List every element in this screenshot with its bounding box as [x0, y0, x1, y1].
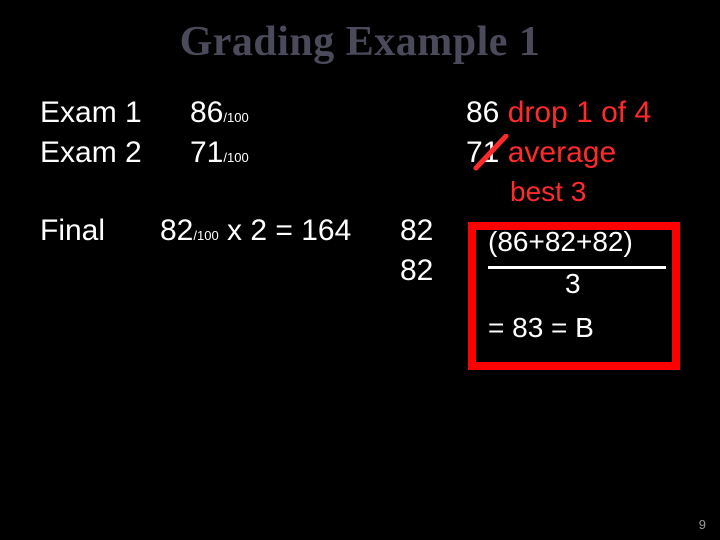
middle-82-a: 82	[400, 214, 433, 248]
calc-result: = 83 = B	[488, 312, 594, 344]
page-number: 9	[699, 517, 706, 532]
score-exam2-denom: /100	[223, 150, 248, 165]
score-final-calc: x 2 = 164	[219, 214, 352, 247]
score-exam2: 71/100	[190, 136, 249, 170]
score-final: 82/100 x 2 = 164	[160, 214, 351, 248]
strike-through-71	[470, 134, 514, 172]
calc-numerator: (86+82+82)	[488, 226, 633, 258]
slide-body: Exam 1 Exam 2 Final 86/100 71/100 82/100…	[0, 66, 720, 526]
score-exam2-value: 71	[190, 136, 223, 169]
score-final-denom: /100	[193, 228, 218, 243]
score-exam1-denom: /100	[223, 110, 248, 125]
label-exam2: Exam 2	[40, 136, 142, 170]
label-final: Final	[40, 214, 105, 248]
calc-denominator: 3	[565, 268, 581, 300]
score-final-value: 82	[160, 214, 193, 247]
right-drop-text: drop 1 of 4	[499, 96, 651, 129]
score-exam1-value: 86	[190, 96, 223, 129]
label-exam1: Exam 1	[40, 96, 142, 130]
right-average-text: average	[499, 136, 616, 169]
page-title: Grading Example 1	[0, 0, 720, 66]
right-86-value: 86	[466, 96, 499, 129]
middle-82-b: 82	[400, 254, 433, 288]
right-best3: best 3	[510, 176, 586, 208]
score-exam1: 86/100	[190, 96, 249, 130]
right-86-drop: 86 drop 1 of 4	[466, 96, 651, 130]
